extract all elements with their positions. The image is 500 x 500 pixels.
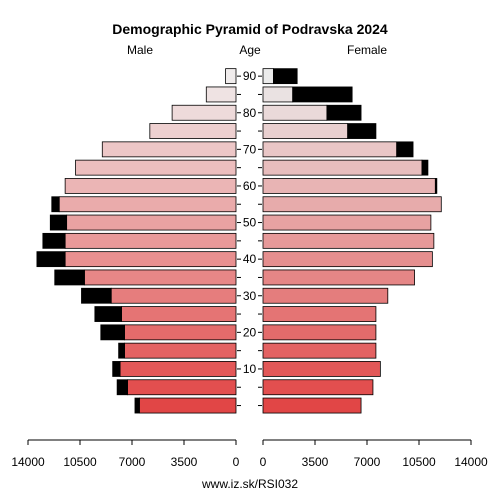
x-tick-label-left: 10500	[63, 455, 97, 469]
female-bar	[262, 68, 274, 85]
male-bars	[36, 68, 237, 414]
male-bar	[225, 68, 237, 85]
male-excess-bar	[81, 287, 112, 304]
male-bar	[101, 141, 237, 158]
female-excess-bar	[272, 68, 298, 85]
female-bar	[262, 104, 328, 121]
age-tick-label: 10	[243, 362, 257, 376]
male-bar	[119, 361, 237, 377]
male-bar	[110, 287, 237, 304]
male-bar	[64, 232, 237, 249]
male-excess-bar	[116, 379, 128, 396]
female-bar	[262, 397, 362, 414]
age-tick-label: 40	[243, 252, 257, 266]
chart-title: Demographic Pyramid of Podravska 2024	[112, 21, 388, 37]
female-bar	[262, 251, 433, 268]
male-bar	[205, 86, 237, 103]
axes: 14000 14000 10500 10500 7000 7000 3500 3500 0 0 10…	[11, 69, 488, 469]
female-bar	[262, 232, 435, 249]
male-bar	[64, 251, 237, 268]
female-bar	[262, 324, 377, 341]
female-bar	[262, 196, 442, 213]
male-bar	[139, 397, 237, 414]
footer-url: www.iz.sk/RSI032	[201, 477, 298, 491]
x-tick-label-left: 14000	[11, 455, 45, 469]
female-bar	[262, 178, 436, 194]
age-tick-label: 80	[243, 106, 257, 120]
female-excess-bar	[292, 86, 353, 103]
age-tick-label: 20	[243, 325, 257, 339]
female-bar	[262, 361, 381, 377]
male-excess-bar	[94, 306, 122, 322]
male-excess-bar	[42, 232, 66, 249]
male-bar	[121, 306, 237, 322]
age-tick-label: 70	[243, 142, 257, 156]
female-bar	[262, 214, 432, 231]
female-bar	[262, 159, 423, 176]
female-label: Female	[347, 43, 387, 57]
male-excess-bar	[51, 196, 60, 213]
male-bar	[124, 324, 237, 341]
male-bar	[127, 379, 237, 396]
female-bar	[262, 123, 349, 139]
male-excess-bar	[118, 342, 125, 359]
male-bar	[64, 178, 237, 194]
age-tick-label: 60	[243, 179, 257, 193]
female-bar	[262, 269, 415, 286]
x-tick-label-right: 7000	[354, 455, 381, 469]
female-bar	[262, 287, 389, 304]
male-excess-bar	[100, 324, 125, 341]
male-excess-bar	[36, 251, 66, 268]
male-bar	[171, 104, 237, 121]
age-tick-label: 30	[243, 289, 257, 303]
x-tick-label-left: 0	[233, 455, 240, 469]
x-tick-label-left: 3500	[171, 455, 198, 469]
x-tick-label-left: 7000	[119, 455, 146, 469]
age-label: Age	[239, 43, 261, 57]
male-excess-bar	[54, 269, 85, 286]
male-label: Male	[127, 43, 153, 57]
male-bar	[149, 123, 237, 139]
female-bar	[262, 141, 398, 158]
male-excess-bar	[49, 214, 68, 231]
x-tick-label-right: 3500	[302, 455, 329, 469]
female-bar	[262, 342, 377, 359]
female-excess-bar	[421, 159, 429, 176]
x-tick-label-right: 10500	[402, 455, 436, 469]
male-bar	[75, 159, 237, 176]
female-bar	[262, 306, 377, 322]
female-excess-bar	[396, 141, 414, 158]
female-bar	[262, 379, 374, 396]
female-excess-bar	[347, 123, 377, 139]
male-excess-bar	[112, 361, 121, 377]
age-tick-label: 90	[243, 69, 257, 83]
x-tick-label-right: 14000	[454, 455, 488, 469]
female-excess-bar	[326, 104, 362, 121]
female-bar	[262, 86, 294, 103]
female-excess-bar	[434, 178, 438, 194]
male-bar	[124, 342, 237, 359]
female-bars	[262, 68, 442, 414]
male-bar	[84, 269, 237, 286]
age-tick-label: 50	[243, 216, 257, 230]
x-tick-label-right: 0	[260, 455, 267, 469]
male-bar	[58, 196, 237, 213]
male-excess-bar	[134, 397, 140, 414]
male-bar	[66, 214, 237, 231]
